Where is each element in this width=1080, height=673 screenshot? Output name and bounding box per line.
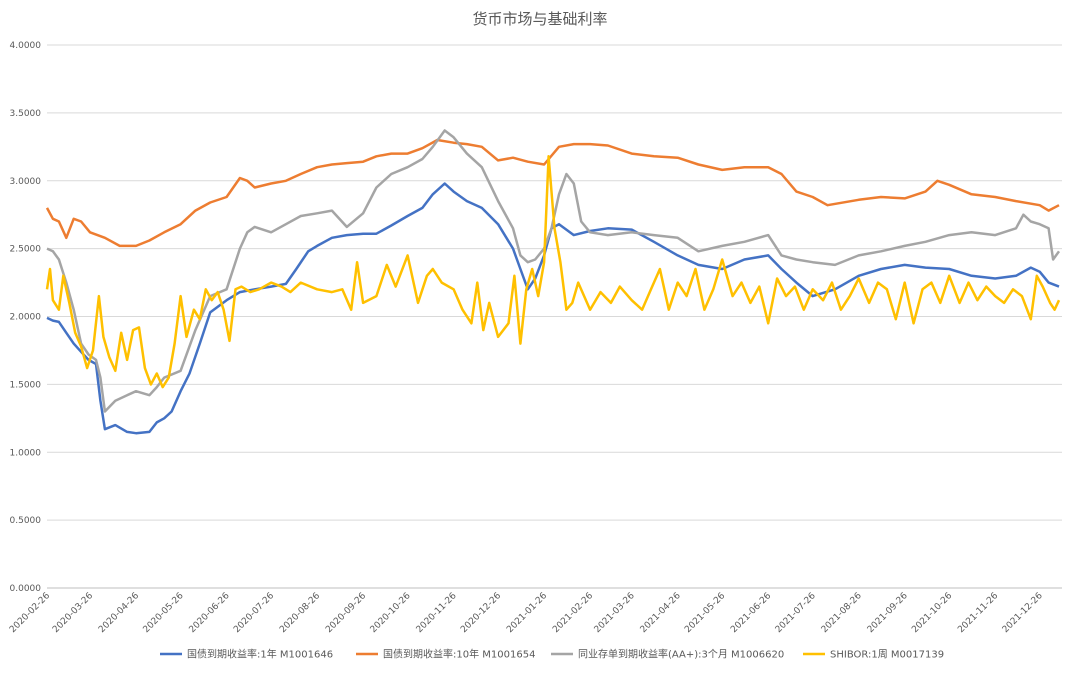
legend-label: 同业存单到期收益率(AA+):3个月 M1006620 — [578, 648, 784, 661]
x-tick-label: 2021-08-26 — [820, 591, 864, 635]
x-tick-label: 2020-02-26 — [8, 591, 52, 635]
x-tick-label: 2021-01-26 — [505, 591, 549, 635]
legend-label: SHIBOR:1周 M0017139 — [830, 649, 944, 661]
y-tick-label: 2.0000 — [10, 313, 42, 323]
y-tick-label: 3.0000 — [10, 177, 42, 187]
x-tick-label: 2020-04-26 — [97, 591, 141, 635]
series-line-3 — [46, 129, 1061, 413]
legend-label: 国债到期收益率:10年 M1001654 — [383, 648, 535, 661]
x-tick-label: 2021-02-26 — [551, 591, 595, 635]
y-tick-label: 3.5000 — [10, 109, 42, 119]
legend-label: 国债到期收益率:1年 M1001646 — [187, 648, 333, 661]
x-tick-label: 2020-09-26 — [324, 591, 368, 635]
series-line-4 — [45, 155, 1061, 389]
y-axis-tick-labels: 0.0000 0.5000 1.0000 1.5000 2.0000 2.5000 3.00… — [10, 41, 42, 594]
gridlines — [47, 44, 1062, 589]
x-tick-label: 2020-05-26 — [142, 591, 186, 635]
x-tick-label: 2021-07-26 — [774, 591, 818, 635]
x-tick-label: 2020-07-26 — [232, 591, 276, 635]
x-tick-label: 2020-12-26 — [459, 591, 503, 635]
y-tick-label: 1.0000 — [10, 448, 42, 458]
series-line-2 — [45, 138, 1060, 248]
x-tick-label: 2020-10-26 — [369, 591, 413, 635]
y-tick-label: 0.0000 — [10, 584, 42, 594]
x-tick-label: 2021-12-26 — [1001, 591, 1045, 635]
y-tick-label: 4.0000 — [10, 41, 42, 51]
x-tick-label: 2020-11-26 — [415, 591, 459, 635]
x-tick-label: 2020-08-26 — [278, 591, 322, 635]
legend: 国债到期收益率:1年 M1001646 国债到期收益率:10年 M1001654 同… — [160, 648, 944, 661]
y-tick-label: 0.5000 — [10, 516, 42, 526]
series-lines — [45, 129, 1061, 435]
x-tick-label: 2021-10-26 — [910, 591, 954, 635]
x-tick-label: 2021-09-26 — [866, 591, 910, 635]
x-tick-label: 2021-05-26 — [683, 591, 727, 635]
x-tick-label: 2021-11-26 — [956, 591, 1000, 635]
y-tick-label: 1.5000 — [10, 380, 42, 390]
x-tick-label: 2021-06-26 — [729, 591, 773, 635]
x-tick-label: 2021-03-26 — [593, 591, 637, 635]
x-tick-label: 2021-04-26 — [639, 591, 683, 635]
x-tick-label: 2020-06-26 — [188, 591, 232, 635]
chart-title: 货币市场与基础利率 — [472, 10, 607, 28]
y-tick-label: 2.5000 — [10, 245, 42, 255]
x-tick-label: 2020-03-26 — [51, 591, 95, 635]
